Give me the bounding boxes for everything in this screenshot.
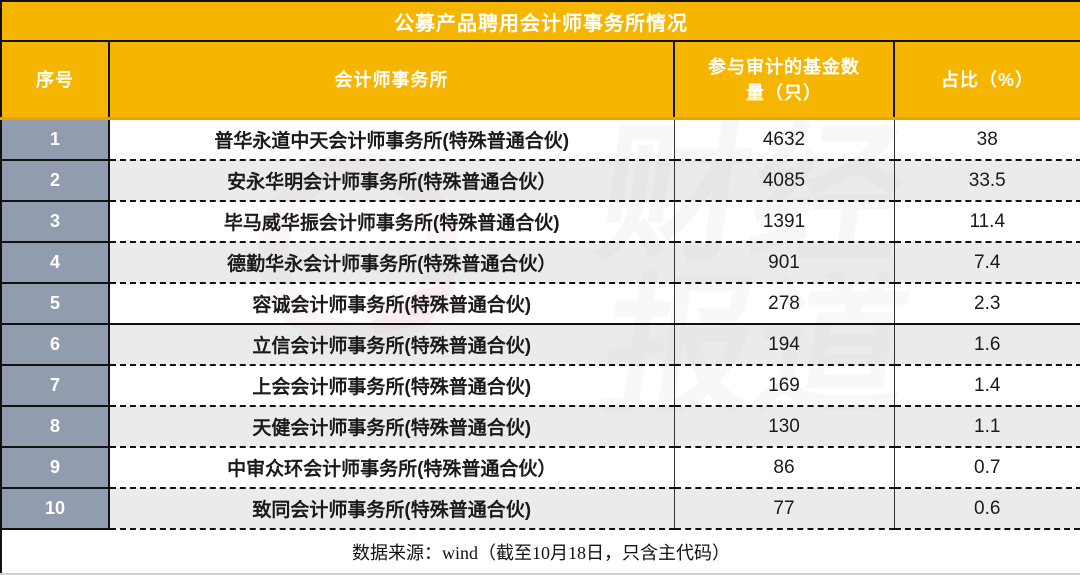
row-index: 1 <box>0 118 110 161</box>
data-source-note: 数据来源：wind（截至10月18日，只含主代码） <box>0 529 1080 575</box>
row-firm-name: 容诚会计师事务所(特殊普通合伙) <box>109 283 674 325</box>
table-row: 8 天健会计师事务所(特殊普通合伙) 130 1.1 <box>0 406 1080 448</box>
row-index: 9 <box>0 447 110 489</box>
table-title-row: 公募产品聘用会计师事务所情况 <box>0 0 1080 42</box>
row-fund-count: 4085 <box>673 160 894 202</box>
column-header-percent: 占比（%） <box>893 41 1080 120</box>
row-percent: 1.4 <box>893 365 1080 407</box>
row-percent: 7.4 <box>893 242 1080 284</box>
row-firm-name: 德勤华永会计师事务所(特殊普通合伙） <box>109 242 674 284</box>
table-row: 6 立信会计师事务所(特殊普通合伙) 194 1.6 <box>0 324 1080 366</box>
row-firm-name: 安永华明会计师事务所(特殊普通合伙） <box>109 160 674 202</box>
row-fund-count: 1391 <box>673 201 894 243</box>
table-row: 4 德勤华永会计师事务所(特殊普通合伙） 901 7.4 <box>0 242 1080 284</box>
table-page: 财经 报道 公募产品聘用会计师事务所情况 序号 会计师事务所 参与审计的基金数 … <box>0 0 1080 548</box>
row-index: 6 <box>0 324 110 366</box>
row-percent: 0.7 <box>893 447 1080 489</box>
column-header-count-line2: 量（只） <box>746 82 822 103</box>
table-header-row: 序号 会计师事务所 参与审计的基金数 量（只） 占比（%） <box>0 41 1080 120</box>
row-index: 8 <box>0 406 110 448</box>
row-index: 10 <box>0 488 110 530</box>
row-percent: 2.3 <box>893 283 1080 325</box>
row-index: 7 <box>0 365 110 407</box>
page-title: 公募产品聘用会计师事务所情况 <box>0 0 1080 42</box>
table-row: 3 毕马威华振会计师事务所(特殊普通合伙) 1391 11.4 <box>0 201 1080 243</box>
row-percent: 1.1 <box>893 406 1080 448</box>
row-firm-name: 立信会计师事务所(特殊普通合伙) <box>109 324 674 366</box>
row-firm-name: 天健会计师事务所(特殊普通合伙) <box>109 406 674 448</box>
table-row: 7 上会会计师事务所(特殊普通合伙) 169 1.4 <box>0 365 1080 407</box>
row-fund-count: 901 <box>673 242 894 284</box>
table-footer-row: 数据来源：wind（截至10月18日，只含主代码） <box>0 529 1080 575</box>
row-index: 5 <box>0 283 110 325</box>
row-index: 2 <box>0 160 110 202</box>
table-row: 10 致同会计师事务所(特殊普通合伙) 77 0.6 <box>0 488 1080 530</box>
row-firm-name: 中审众环会计师事务所(特殊普通合伙） <box>109 447 674 489</box>
table-row: 9 中审众环会计师事务所(特殊普通合伙） 86 0.7 <box>0 447 1080 489</box>
row-fund-count: 4632 <box>673 118 894 161</box>
row-percent: 0.6 <box>893 488 1080 530</box>
row-percent: 1.6 <box>893 324 1080 366</box>
column-header-count-line1: 参与审计的基金数 <box>708 56 860 77</box>
row-fund-count: 194 <box>673 324 894 366</box>
column-header-count: 参与审计的基金数 量（只） <box>673 41 894 120</box>
row-fund-count: 169 <box>673 365 894 407</box>
table-row: 1 普华永道中天会计师事务所(特殊普通合伙) 4632 38 <box>0 118 1080 161</box>
column-header-index: 序号 <box>0 41 109 120</box>
row-fund-count: 278 <box>673 283 894 325</box>
row-firm-name: 普华永道中天会计师事务所(特殊普通合伙) <box>109 118 674 161</box>
column-header-firm: 会计师事务所 <box>108 41 674 120</box>
row-fund-count: 130 <box>673 406 894 448</box>
row-index: 4 <box>0 242 110 284</box>
row-fund-count: 77 <box>673 488 894 530</box>
row-index: 3 <box>0 201 110 243</box>
row-percent: 11.4 <box>893 201 1080 243</box>
row-firm-name: 上会会计师事务所(特殊普通合伙) <box>109 365 674 407</box>
row-firm-name: 致同会计师事务所(特殊普通合伙) <box>109 488 674 530</box>
table-row: 2 安永华明会计师事务所(特殊普通合伙） 4085 33.5 <box>0 160 1080 202</box>
row-firm-name: 毕马威华振会计师事务所(特殊普通合伙) <box>109 201 674 243</box>
row-fund-count: 86 <box>673 447 894 489</box>
row-percent: 33.5 <box>893 160 1080 202</box>
table-row: 5 容诚会计师事务所(特殊普通合伙) 278 2.3 <box>0 283 1080 325</box>
row-percent: 38 <box>893 118 1080 161</box>
